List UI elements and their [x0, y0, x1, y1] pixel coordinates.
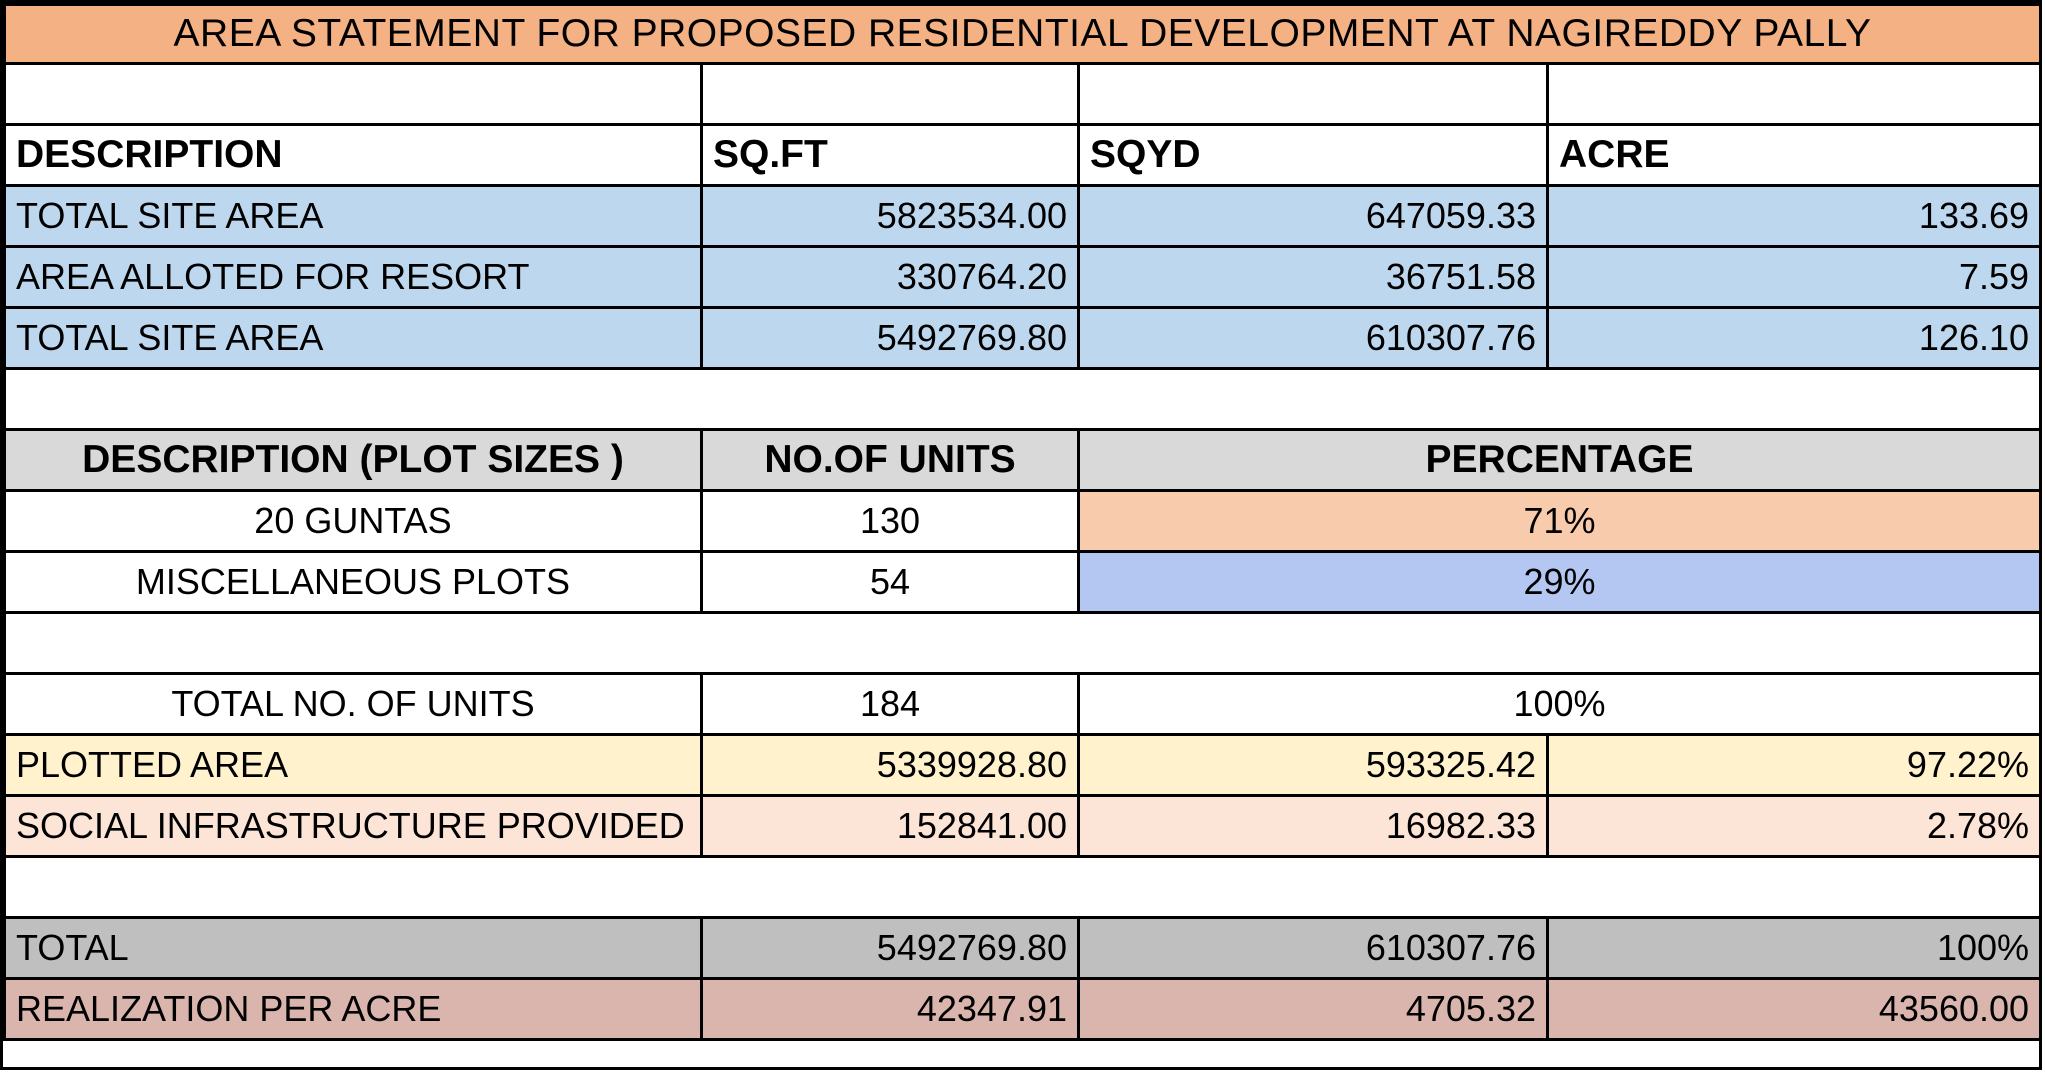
row-acre: 133.69: [1545, 184, 2043, 248]
table-row: TOTAL SITE AREA 5823534.00 647059.33 133…: [3, 184, 2043, 248]
row-sqyd: 36751.58: [1077, 245, 1549, 309]
blank-row: [2, 855, 2043, 919]
plotted-area-sqft: 5339928.80: [700, 733, 1080, 797]
header-units: NO.OF UNITS: [700, 428, 1080, 492]
social-infra-row: SOCIAL INFRASTRUCTURE PROVIDED 152841.00…: [3, 794, 2043, 858]
realization-label: REALIZATION PER ACRE: [3, 977, 703, 1041]
row-sqyd: 647059.33: [1077, 184, 1549, 248]
total-row: TOTAL 5492769.80 610307.76 100%: [3, 916, 2043, 980]
plotted-area-sqyd: 593325.42: [1077, 733, 1549, 797]
social-infra-label: SOCIAL INFRASTRUCTURE PROVIDED: [3, 794, 703, 858]
table-row: 20 GUNTAS 130 71%: [3, 489, 2043, 553]
plot-percentage: 71%: [1076, 489, 2043, 553]
total-sqyd: 610307.76: [1077, 916, 1549, 980]
blank-row: [2, 611, 2043, 675]
realization-sqft: 42347.91: [700, 977, 1080, 1041]
page-title: AREA STATEMENT FOR PROPOSED RESIDENTIAL …: [2, 3, 2043, 65]
header-sqft: SQ.FT: [700, 123, 1080, 187]
plot-units: 130: [700, 489, 1080, 553]
realization-acre: 43560.00: [1545, 977, 2043, 1041]
table-row: MISCELLANEOUS PLOTS 54 29%: [3, 550, 2043, 614]
total-units-row: TOTAL NO. OF UNITS 184 100%: [3, 672, 2043, 736]
row-sqyd: 610307.76: [1077, 306, 1549, 370]
row-sqft: 330764.20: [700, 245, 1080, 309]
table-row: AREA ALLOTED FOR RESORT 330764.20 36751.…: [3, 245, 2043, 309]
row-sqft: 5492769.80: [700, 306, 1080, 370]
row-description: TOTAL SITE AREA: [3, 306, 703, 370]
social-infra-sqft: 152841.00: [700, 794, 1080, 858]
plot-description: 20 GUNTAS: [3, 489, 703, 553]
header-percentage: PERCENTAGE: [1076, 428, 2043, 492]
header-plot-description: DESCRIPTION (PLOT SIZES ): [3, 428, 703, 492]
plot-percentage: 29%: [1076, 550, 2043, 614]
plotted-area-label: PLOTTED AREA: [3, 733, 703, 797]
total-units-label: TOTAL NO. OF UNITS: [3, 672, 703, 736]
total-label: TOTAL: [3, 916, 703, 980]
plotted-area-pct: 97.22%: [1545, 733, 2043, 797]
plot-units: 54: [700, 550, 1080, 614]
row-sqft: 5823534.00: [700, 184, 1080, 248]
realization-sqyd: 4705.32: [1077, 977, 1549, 1041]
social-infra-sqyd: 16982.33: [1077, 794, 1549, 858]
blank-row: [2, 367, 2043, 431]
plotted-area-row: PLOTTED AREA 5339928.80 593325.42 97.22%: [3, 733, 2043, 797]
area-statement-table: AREA STATEMENT FOR PROPOSED RESIDENTIAL …: [2, 3, 2043, 1041]
header-acre: ACRE: [1545, 123, 2043, 187]
area-header-row: DESCRIPTION SQ.FT SQYD ACRE: [3, 123, 2043, 187]
title-row: AREA STATEMENT FOR PROPOSED RESIDENTIAL …: [2, 3, 2043, 65]
total-units-percentage: 100%: [1076, 672, 2043, 736]
realization-row: REALIZATION PER ACRE 42347.91 4705.32 43…: [3, 977, 2043, 1041]
table-row: TOTAL SITE AREA 5492769.80 610307.76 126…: [3, 306, 2043, 370]
social-infra-pct: 2.78%: [1545, 794, 2043, 858]
row-description: AREA ALLOTED FOR RESORT: [3, 245, 703, 309]
row-description: TOTAL SITE AREA: [3, 184, 703, 248]
header-description: DESCRIPTION: [3, 123, 703, 187]
row-acre: 7.59: [1545, 245, 2043, 309]
total-sqft: 5492769.80: [700, 916, 1080, 980]
blank-row: [3, 62, 2043, 126]
header-sqyd: SQYD: [1077, 123, 1549, 187]
row-acre: 126.10: [1545, 306, 2043, 370]
total-units-value: 184: [700, 672, 1080, 736]
total-pct: 100%: [1545, 916, 2043, 980]
plot-description: MISCELLANEOUS PLOTS: [3, 550, 703, 614]
plot-header-row: DESCRIPTION (PLOT SIZES ) NO.OF UNITS PE…: [3, 428, 2043, 492]
